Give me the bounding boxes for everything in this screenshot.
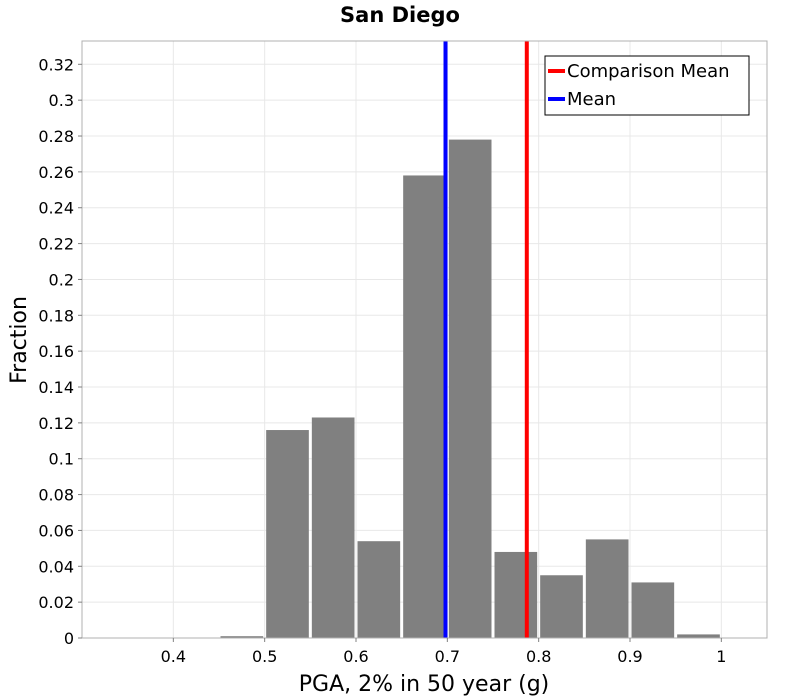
legend-box — [544, 55, 750, 116]
histogram-bar — [540, 575, 583, 638]
x-axis-ticks: 0.4 0.5 0.6 0.7 0.8 0.9 1 — [161, 638, 726, 666]
y-tick-label: 0.12 — [38, 414, 74, 433]
x-axis-label: PGA, 2% in 50 year (g) — [299, 672, 550, 697]
y-tick-label: 0.14 — [38, 378, 74, 397]
legend: Comparison Mean Mean — [544, 55, 750, 116]
plot-frame — [81, 40, 768, 639]
histogram-bar — [677, 634, 720, 638]
legend-label-comparison-mean: Comparison Mean — [567, 61, 730, 82]
x-tick-label: 0.5 — [252, 647, 277, 666]
histogram-bar — [631, 582, 675, 638]
x-tick-label: 0.4 — [161, 647, 186, 666]
histogram-bar — [494, 551, 538, 638]
x-tick-label: 0.6 — [343, 647, 368, 666]
histogram-bar — [585, 539, 629, 638]
y-tick-label: 0.22 — [38, 235, 74, 254]
legend-label-mean: Mean — [567, 89, 616, 110]
histogram-bars — [220, 139, 720, 638]
y-tick-label: 0.3 — [49, 91, 74, 110]
x-tick-label: 0.8 — [526, 647, 551, 666]
x-tick-label: 0.9 — [617, 647, 642, 666]
y-tick-label: 0.26 — [38, 163, 74, 182]
y-tick-label: 0.2 — [49, 270, 74, 289]
y-tick-label: 0.18 — [38, 306, 74, 325]
y-tick-label: 0.32 — [38, 55, 74, 74]
histogram-bar — [357, 541, 401, 638]
chart-title: San Diego — [340, 3, 460, 27]
x-tick-label: 1 — [716, 647, 726, 666]
y-axis-ticks: 0 0.02 0.04 0.06 0.08 0.1 0.12 0.14 0.16 0.18 0.2 0… — [38, 55, 82, 648]
y-axis-label: Fraction — [7, 296, 32, 384]
mean-lines — [443, 41, 529, 638]
y-tick-label: 0.04 — [38, 557, 74, 576]
y-tick-label: 0.02 — [38, 593, 74, 612]
y-tick-label: 0.24 — [38, 199, 74, 218]
y-tick-label: 0.16 — [38, 342, 74, 361]
y-tick-label: 0.06 — [38, 521, 74, 540]
y-tick-label: 0.1 — [49, 450, 74, 469]
histogram-bar — [403, 175, 446, 638]
x-tick-label: 0.7 — [435, 647, 460, 666]
y-tick-label: 0 — [64, 629, 74, 648]
histogram-bar — [220, 636, 264, 638]
histogram-bar — [448, 139, 492, 638]
y-tick-label: 0.28 — [38, 127, 74, 146]
histogram-bar — [311, 417, 355, 638]
y-tick-label: 0.08 — [38, 486, 74, 505]
histogram-bar — [266, 430, 309, 638]
